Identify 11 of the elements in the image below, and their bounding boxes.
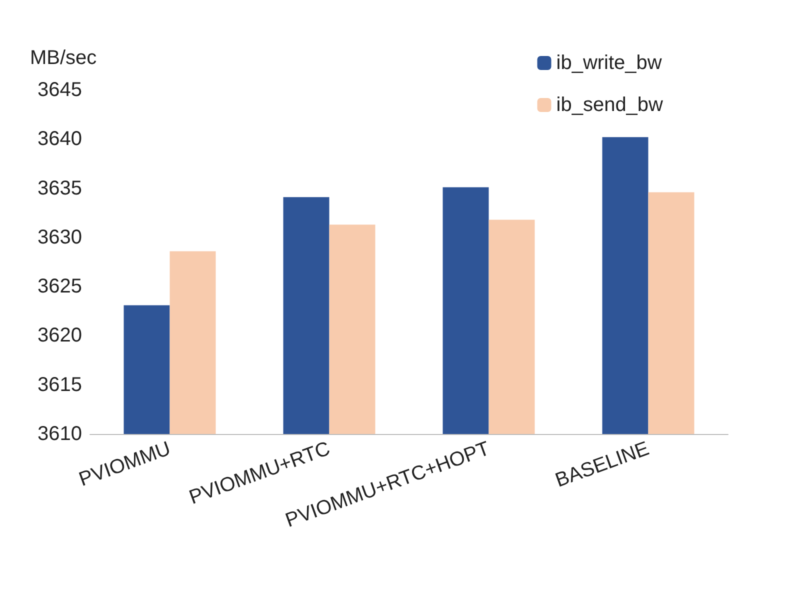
y-tick-label: 3610 xyxy=(38,423,82,445)
y-tick-label: 3645 xyxy=(38,79,82,101)
y-tick-label: 3620 xyxy=(38,324,82,347)
legend-label: ib_send_bw xyxy=(556,94,664,116)
legend-label: ib_write_bw xyxy=(556,52,662,74)
y-tick-label: 3615 xyxy=(38,374,82,396)
y-tick-label: 3630 xyxy=(38,226,82,248)
y-tick-label: 3625 xyxy=(38,276,82,298)
y-axis-title: MB/sec xyxy=(30,47,97,69)
y-tick-label: 3640 xyxy=(38,128,82,150)
y-tick-label: 3635 xyxy=(38,177,82,200)
